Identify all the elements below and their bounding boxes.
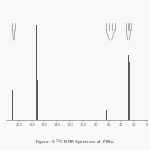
Text: Figure : 9 $^{13}$C NMR Spectrum of  PBSu: Figure : 9 $^{13}$C NMR Spectrum of PBSu bbox=[35, 138, 115, 148]
